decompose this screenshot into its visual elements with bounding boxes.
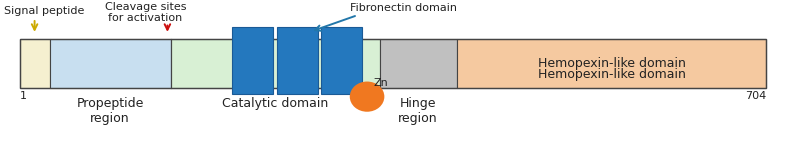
Bar [457, 39, 766, 88]
Bar [380, 39, 457, 88]
Bar [277, 27, 318, 94]
Text: Hemopexin-like domain: Hemopexin-like domain [538, 57, 685, 70]
Text: Hemopexin-like domain: Hemopexin-like domain [538, 68, 685, 81]
Bar [232, 27, 273, 94]
Text: Fibronectin domain: Fibronectin domain [350, 3, 457, 13]
Text: Catalytic domain: Catalytic domain [222, 97, 329, 110]
Bar [20, 39, 766, 88]
Text: Cleavage sites
for activation: Cleavage sites for activation [105, 2, 186, 23]
Text: 704: 704 [745, 91, 766, 101]
Text: Hinge
region: Hinge region [399, 97, 438, 125]
Bar [50, 39, 171, 88]
Text: 1: 1 [20, 91, 27, 101]
Bar [20, 39, 50, 88]
Text: Signal peptide: Signal peptide [4, 6, 84, 16]
Ellipse shape [350, 82, 384, 112]
Text: Zn: Zn [373, 78, 388, 88]
Bar [171, 39, 380, 88]
Text: Propeptide
region: Propeptide region [76, 97, 144, 125]
Bar [321, 27, 362, 94]
